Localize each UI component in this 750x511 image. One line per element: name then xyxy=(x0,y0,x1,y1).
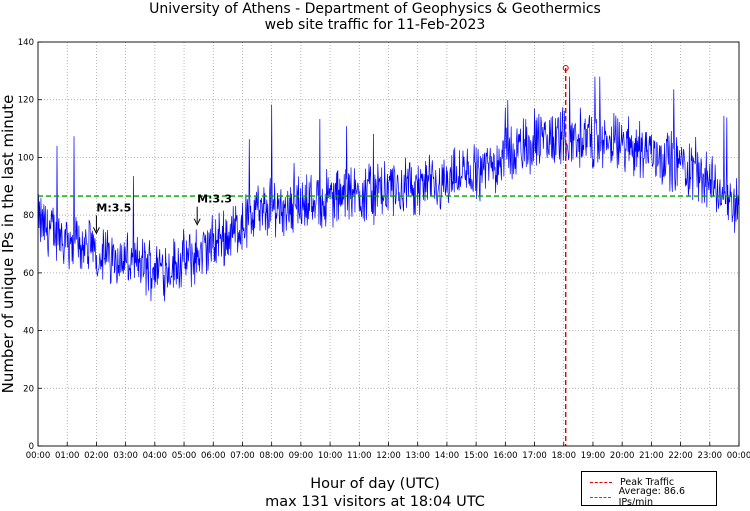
x-tick-label: 22:00 xyxy=(668,451,693,461)
plot-frame xyxy=(37,41,740,447)
annotation-label: M:3.5 xyxy=(96,201,131,214)
x-tick-label: 12:00 xyxy=(376,451,401,461)
annotation-arrow-head xyxy=(92,227,100,235)
x-tick-label: 10:00 xyxy=(318,451,343,461)
annotation-label: M:3.3 xyxy=(197,193,232,206)
y-tick-label: 60 xyxy=(23,269,34,279)
annotation-arrow-head xyxy=(193,218,201,226)
x-tick-label: 14:00 xyxy=(435,451,460,461)
x-tick-label: 13:00 xyxy=(405,451,430,461)
x-tick-label: 03:00 xyxy=(113,451,138,461)
x-tick-label: 01:00 xyxy=(55,451,80,461)
x-tick-label: 17:00 xyxy=(522,451,547,461)
x-tick-label: 11:00 xyxy=(347,451,372,461)
x-tick-label: 00:00 xyxy=(727,451,750,461)
summary-text: max 131 visitors at 18:04 UTC xyxy=(265,494,485,510)
y-axis-label: Number of unique IPs in the last minute xyxy=(0,94,17,394)
y-tick-label: 80 xyxy=(23,211,34,221)
chart-subtitle: web site traffic for 11-Feb-2023 xyxy=(264,17,486,33)
legend-peak-swatch xyxy=(590,481,612,483)
legend-average-swatch xyxy=(590,496,611,498)
traffic-series-line xyxy=(37,76,740,302)
x-tick-label: 05:00 xyxy=(172,451,197,461)
x-axis-label: Hour of day (UTC) xyxy=(310,476,440,492)
x-tick-label: 15:00 xyxy=(464,451,489,461)
x-tick-label: 07:00 xyxy=(230,451,255,461)
legend-item-average: Average: 86.6 IPs/min xyxy=(582,486,716,508)
x-tick-label: 02:00 xyxy=(84,451,109,461)
x-tick-label: 00:00 xyxy=(26,451,51,461)
x-tick-label: 18:00 xyxy=(552,451,577,461)
chart-title: University of Athens - Department of Geo… xyxy=(149,1,601,17)
peak-marker xyxy=(562,64,569,71)
y-tick-label: 40 xyxy=(23,327,34,337)
x-tick-label: 20:00 xyxy=(610,451,635,461)
legend: Peak Traffic Average: 86.6 IPs/min xyxy=(581,471,717,508)
x-tick-label: 04:00 xyxy=(143,451,168,461)
x-tick-label: 08:00 xyxy=(259,451,284,461)
x-tick-label: 09:00 xyxy=(289,451,314,461)
x-tick-label: 16:00 xyxy=(493,451,518,461)
legend-peak-label: Peak Traffic xyxy=(620,476,675,488)
y-tick-label: 0 xyxy=(29,442,34,452)
x-tick-label: 06:00 xyxy=(201,451,226,461)
x-tick-label: 21:00 xyxy=(639,451,664,461)
legend-average-label: Average: 86.6 IPs/min xyxy=(618,486,686,508)
y-tick-label: 20 xyxy=(23,384,34,394)
x-tick-label: 23:00 xyxy=(698,451,723,461)
y-tick-label: 100 xyxy=(18,153,34,163)
y-tick-label: 140 xyxy=(18,38,34,48)
x-tick-label: 19:00 xyxy=(581,451,606,461)
y-tick-label: 120 xyxy=(18,96,34,106)
legend-item-peak: Peak Traffic xyxy=(582,475,674,489)
